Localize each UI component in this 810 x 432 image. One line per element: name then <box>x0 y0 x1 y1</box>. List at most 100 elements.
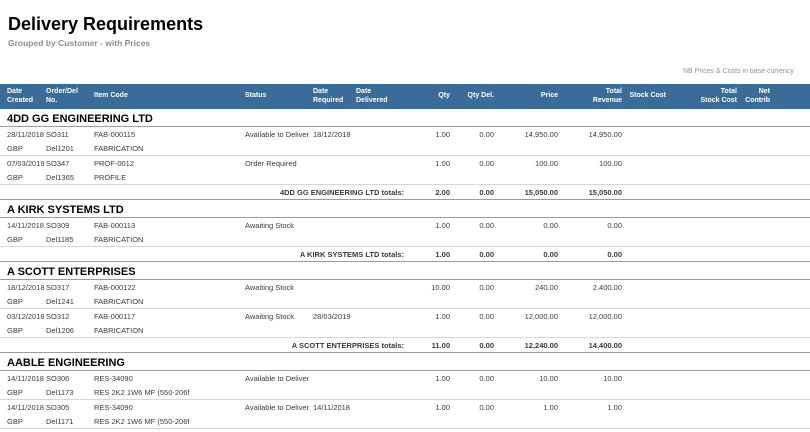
table-row: 07/03/2019 GBP SO347 Del1365 PROF-0012 PROFIL… <box>0 155 810 185</box>
cell-order-del-no: SO317 Del1241 <box>46 279 94 309</box>
cell-qty: 1.00 <box>410 126 450 156</box>
cell-stock-cost <box>622 370 666 400</box>
cell-qty-del: 0.00 <box>450 308 494 338</box>
cell-date-required: 28/03/2019 <box>313 308 356 338</box>
cell-date-created: 07/03/2019 GBP <box>0 155 46 185</box>
cell-date-required: 30/04/2019 <box>313 428 356 432</box>
cell-date-required <box>313 217 356 247</box>
total-qty: 2.00 <box>410 184 450 200</box>
cell-item-code: FAB-000117 FABRICATION <box>94 308 245 338</box>
cell-total-stock-cost <box>666 279 737 309</box>
cell-date-delivered <box>356 155 410 185</box>
column-header-price: Price <box>494 84 558 109</box>
cell-price: 1.00 <box>494 399 558 429</box>
cell-price: 100.00 <box>494 155 558 185</box>
total-stock-cost <box>622 184 666 200</box>
total-qty-del: 0.00 <box>450 246 494 262</box>
cell-date-delivered <box>356 308 410 338</box>
total-price: 15,050.00 <box>494 184 558 200</box>
cell-total-revenue: 10.00 <box>558 370 622 400</box>
cell-qty: 1.00 <box>410 399 450 429</box>
cell-spacer <box>770 126 810 156</box>
cell-date-delivered <box>356 217 410 247</box>
cell-item-code: FAB-000115 FABRICATION <box>94 126 245 156</box>
cell-net-contrib <box>737 279 770 309</box>
cell-order-del-no: SO312 Del1206 <box>46 308 94 338</box>
cell-total-revenue: 100.00 <box>558 155 622 185</box>
cell-spacer <box>770 279 810 309</box>
cell-total-revenue: 14,950.00 <box>558 126 622 156</box>
total-total-revenue: 15,050.00 <box>558 184 622 200</box>
total-qty: 1.00 <box>410 246 450 262</box>
cell-qty-del: 0.00 <box>450 279 494 309</box>
column-header-item_code: Item Code <box>94 84 245 109</box>
cell-qty: 1.00 <box>410 428 450 432</box>
total-qty: 11.00 <box>410 337 450 353</box>
table-row: 14/11/2018 GBP SO305 Del1171 RES-34090 RES 2K… <box>0 399 810 429</box>
table-header-bar: Date Created Order/Del No. Item Code Status… <box>0 84 810 109</box>
total-net-contrib <box>737 184 770 200</box>
column-header-status: Status <box>245 84 313 109</box>
cell-date-created: 18/02/2019 <box>0 428 46 432</box>
group-totals-row: 4DD GG ENGINEERING LTD totals: 2.00 0.00 15… <box>0 184 810 200</box>
column-header-spacer <box>770 84 810 109</box>
cell-spacer <box>770 217 810 247</box>
column-header-total_stock_cost: Total Stock Cost <box>666 84 737 109</box>
total-net-contrib <box>737 337 770 353</box>
cell-date-created: 18/12/2018 GBP <box>0 279 46 309</box>
cell-net-contrib <box>737 428 770 432</box>
cell-stock-cost <box>622 126 666 156</box>
cell-spacer <box>770 428 810 432</box>
cell-item-code: PROF-0012 PROFILE <box>94 155 245 185</box>
cell-item-code: RES-34090 RES 2K2 1W6 MF (550-206f <box>94 370 245 400</box>
cell-date-required <box>313 370 356 400</box>
customer-group-header: 4DD GG ENGINEERING LTD <box>0 109 810 127</box>
cell-qty-del: 0.00 <box>450 399 494 429</box>
total-qty-del: 0.00 <box>450 337 494 353</box>
cell-total-stock-cost <box>666 370 737 400</box>
cell-stock-cost <box>622 217 666 247</box>
cell-spacer <box>770 155 810 185</box>
cell-item-code: FAB-000113 FABRICATION <box>94 217 245 247</box>
group-totals-label: A KIRK SYSTEMS LTD totals: <box>0 246 410 262</box>
cell-order-del-no: SO306 Del1173 <box>46 370 94 400</box>
cell-qty-del: 0.00 <box>450 370 494 400</box>
cell-status: Awaiting Stock <box>245 217 313 247</box>
cell-net-contrib <box>737 370 770 400</box>
total-total-revenue: 14,400.00 <box>558 337 622 353</box>
total-price: 0.00 <box>494 246 558 262</box>
customer-group-header-row: 4DD GG ENGINEERING LTD <box>0 109 810 127</box>
cell-price: 10.00 <box>494 370 558 400</box>
cell-total-stock-cost <box>666 126 737 156</box>
cell-stock-cost <box>622 155 666 185</box>
total-total-stock-cost <box>666 337 737 353</box>
cell-date-delivered <box>356 399 410 429</box>
cell-total-stock-cost <box>666 399 737 429</box>
cell-item-code: FAB-000135 <box>94 428 245 432</box>
cell-stock-cost <box>622 428 666 432</box>
cell-price: 100.00 <box>494 428 558 432</box>
cell-qty-del: 0.00 <box>450 155 494 185</box>
cell-status: Awaiting Stock <box>245 428 313 432</box>
cell-status: Available to Deliver <box>245 370 313 400</box>
cell-qty: 1.00 <box>410 217 450 247</box>
table-row: 18/12/2018 GBP SO317 Del1241 FAB-000122 FABRI… <box>0 279 810 309</box>
total-stock-cost <box>622 246 666 262</box>
cell-stock-cost <box>622 308 666 338</box>
cell-date-delivered <box>356 370 410 400</box>
cell-spacer <box>770 308 810 338</box>
cell-status: Available to Deliver <box>245 126 313 156</box>
total-total-revenue: 0.00 <box>558 246 622 262</box>
customer-group-header-row: A SCOTT ENTERPRISES <box>0 261 810 280</box>
customer-group-header: A SCOTT ENTERPRISES <box>0 261 810 280</box>
cell-date-required: 14/11/2018 <box>313 399 356 429</box>
column-header-net_contrib: Net Contrib <box>737 84 770 109</box>
cell-order-del-no: SO309 Del1185 <box>46 217 94 247</box>
customer-group-header: AABLE ENGINEERING <box>0 352 810 371</box>
table-row: 03/12/2018 GBP SO312 Del1206 FAB-000117 FABRI… <box>0 308 810 338</box>
cell-date-created: 28/11/2018 GBP <box>0 126 46 156</box>
cell-date-delivered <box>356 428 410 432</box>
column-header-date_delivered: Date Delivered <box>356 84 410 109</box>
page-title: Delivery Requirements <box>8 14 204 34</box>
cell-date-created: 14/11/2018 GBP <box>0 399 46 429</box>
